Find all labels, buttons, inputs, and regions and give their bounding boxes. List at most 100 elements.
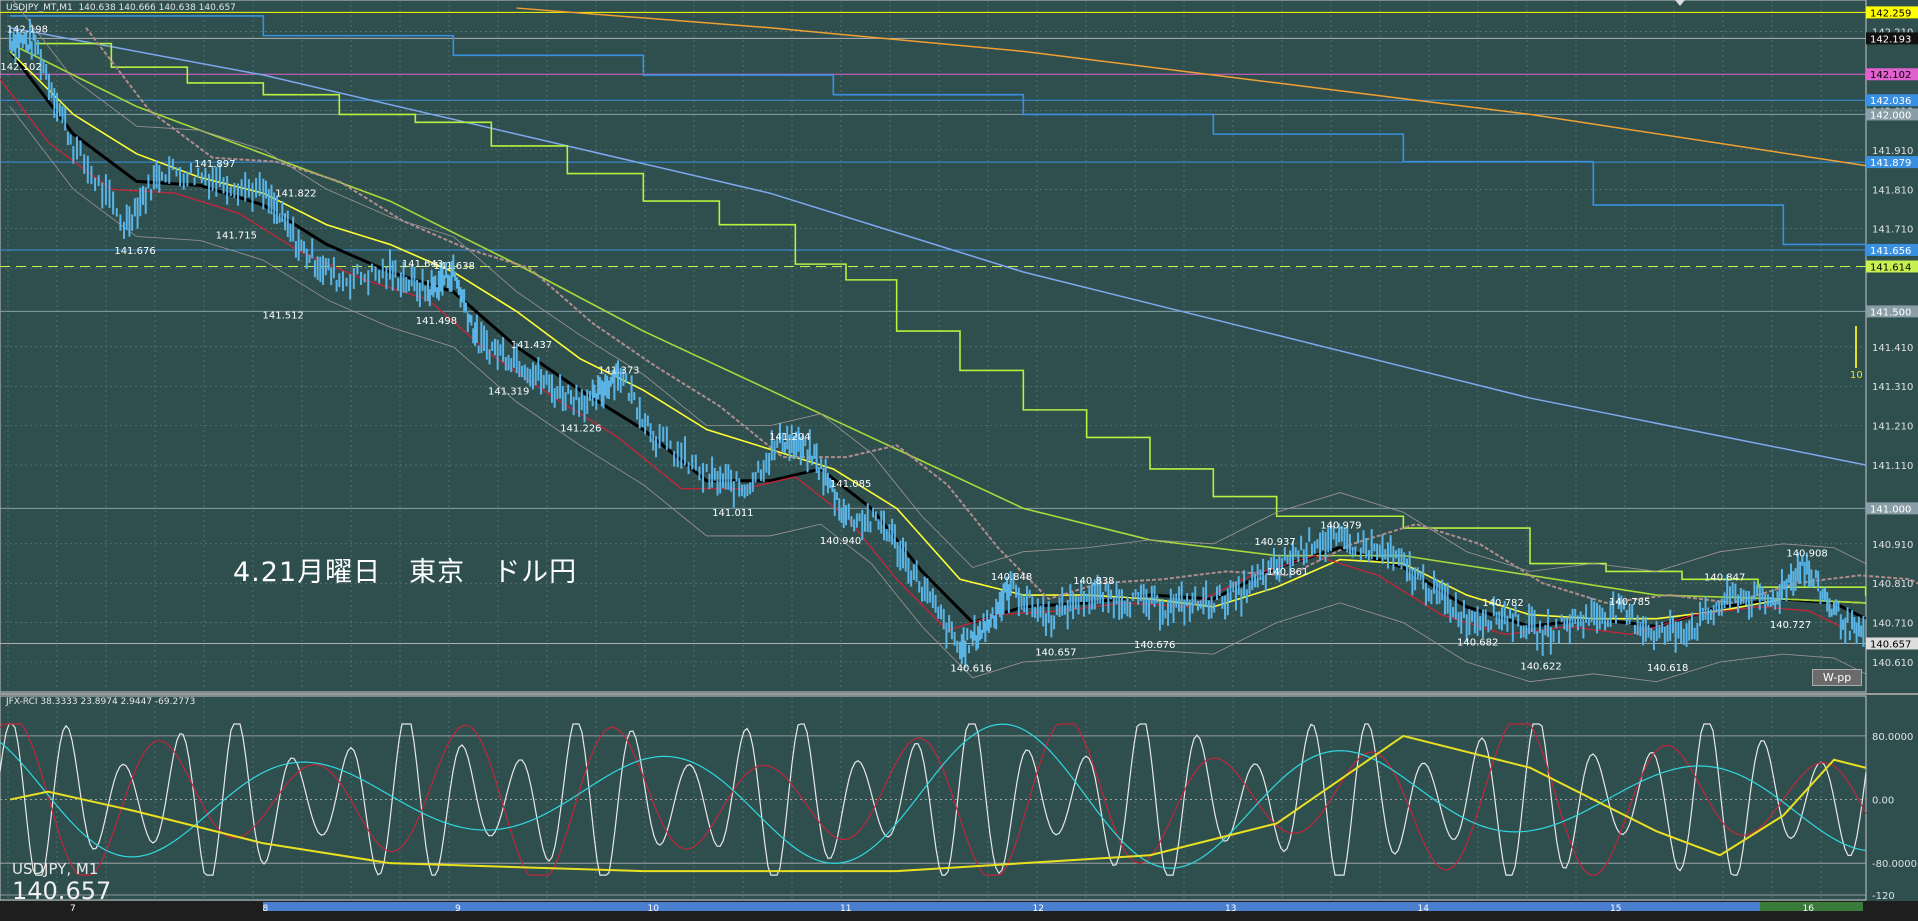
price-point-label: 140.676 [1134, 640, 1175, 651]
price-point-label: 141.643 [402, 259, 443, 270]
price-tag-text: 142.036 [1870, 96, 1911, 107]
time-tick-label: 7 [70, 904, 76, 914]
price-tag [1866, 243, 1918, 256]
price-tag-text: 141.879 [1870, 158, 1911, 169]
rci-header: JFX-RCI 38.3333 23.8974 2.9447 -69.2773 [6, 697, 196, 707]
rci-panel-border [0, 695, 1867, 901]
time-tick-label: 8 [263, 904, 269, 914]
price-tag-text: 142.102 [1870, 70, 1911, 81]
y-tick-label: 140.910 [1872, 540, 1913, 551]
price-point-label: 141.715 [216, 231, 257, 242]
price-point-label: 140.908 [1786, 549, 1827, 560]
price-point-label: 141.226 [560, 423, 601, 434]
time-tick-label: 15 [1610, 904, 1621, 914]
price-axis: 142.210142.010141.910141.810141.710141.6… [1866, 6, 1918, 669]
price-point-label: 140.847 [1704, 573, 1745, 584]
price-point-labels: 142.198 142.102 141.897 141.822 141.676 141.7… [0, 24, 1827, 674]
price-point-label: 141.676 [114, 246, 155, 257]
price-point-label: 142.198 [7, 24, 48, 35]
price-tag-text: 142.193 [1870, 34, 1911, 45]
price-point-label: 140.622 [1520, 661, 1561, 672]
price-tag-text: 141.614 [1870, 262, 1911, 273]
indicator-lines [0, 0, 1918, 683]
main-panel-border [0, 0, 1867, 693]
volume-label: 10 [1850, 370, 1863, 381]
price-point-label: 141.437 [511, 340, 552, 351]
price-point-label: 140.979 [1320, 521, 1361, 532]
rci-line-cyan [0, 723, 1867, 869]
band-line [9, 106, 1866, 683]
price-point-label: 140.848 [991, 572, 1032, 583]
price-point-label: 140.657 [1035, 647, 1076, 658]
rci-tick-label: 0.00 [1872, 796, 1894, 807]
price-point-label: 140.618 [1647, 663, 1688, 674]
y-tick-label: 141.710 [1872, 225, 1913, 236]
price-point-label: 141.011 [712, 508, 753, 519]
price-point-label: 140.861 [1267, 567, 1308, 578]
time-scroll-end [1760, 902, 1863, 911]
band-line [12, 0, 1866, 572]
rci-line-yellow [9, 734, 1866, 873]
price-point-label: 141.822 [275, 189, 316, 200]
price-point-label: 141.085 [830, 479, 871, 490]
y-tick-label: 141.410 [1872, 343, 1913, 354]
price-tag-text: 141.500 [1870, 307, 1911, 318]
time-tick-label: 10 [648, 904, 660, 914]
time-tick-label: 13 [1225, 904, 1236, 914]
annotation-text: 4.21月曜日 東京 ドル円 [233, 557, 578, 588]
price-point-label: 141.204 [769, 432, 810, 443]
price-tag [1866, 637, 1918, 650]
price-point-label: 140.682 [1457, 638, 1498, 649]
rci-line-white [0, 723, 1867, 876]
y-tick-label: 141.310 [1872, 382, 1913, 393]
price-tag [1866, 6, 1918, 19]
price-point-label: 141.498 [416, 316, 457, 327]
series-ma_green [9, 42, 1866, 604]
rci-tick-label: -80.0000 [1872, 859, 1917, 870]
rci-tick-label: 80.0000 [1872, 732, 1913, 743]
rci-panel: 80.0000 0.00 -80.0000 -120 [0, 723, 1917, 902]
grid-lines [0, 0, 1918, 901]
time-tick-label: 14 [1418, 904, 1430, 914]
series-ma_black [8, 50, 1867, 629]
time-tick-label: 12 [1033, 904, 1044, 914]
w-pp-button[interactable]: W-pp [1812, 669, 1862, 686]
candle-series [9, 18, 1865, 669]
series-ma_orange [516, 7, 1866, 167]
rci-line-red [0, 723, 1867, 876]
price-point-label: 140.727 [1770, 620, 1811, 631]
price-tag-text: 141.000 [1870, 504, 1911, 515]
series-step-pink [85, 27, 1918, 604]
price-tag [1866, 68, 1918, 81]
price-tag-text: 142.000 [1870, 110, 1911, 121]
price-point-label: 141.373 [598, 365, 639, 376]
series-step_blue [10, 15, 1867, 258]
shift-marker-icon[interactable] [1675, 0, 1685, 6]
y-tick-label: 141.210 [1872, 422, 1913, 433]
price-point-label: 140.782 [1482, 598, 1523, 609]
price-tag-text: 140.657 [1870, 639, 1911, 650]
price-point-label: 140.937 [1254, 537, 1295, 548]
series-ma_blue [9, 27, 1866, 466]
y-tick-label: 140.610 [1872, 658, 1913, 669]
time-scroll-bar [263, 902, 1863, 911]
price-point-label: 141.638 [434, 261, 475, 272]
price-tag [1866, 260, 1918, 273]
y-tick-label: 141.910 [1872, 146, 1913, 157]
price-tag [1866, 305, 1918, 318]
price-point-label: 141.897 [194, 159, 235, 170]
main-header: USDJPY_MT,M1 140.638 140.666 140.638 140… [6, 3, 236, 13]
price-point-label: 141.512 [263, 311, 304, 322]
y-tick-label: 141.110 [1872, 461, 1913, 472]
price-tag [1866, 502, 1918, 515]
y-tick-label: 140.810 [1872, 579, 1913, 590]
price-point-label: 140.838 [1073, 576, 1114, 587]
price-point-label: 140.616 [950, 664, 991, 675]
price-point-label: 142.102 [0, 62, 41, 73]
price-tag-text: 142.259 [1870, 8, 1911, 19]
price-tag [1866, 94, 1918, 107]
price-tag-text: 141.656 [1870, 246, 1911, 257]
price-point-label: 140.940 [820, 536, 861, 547]
